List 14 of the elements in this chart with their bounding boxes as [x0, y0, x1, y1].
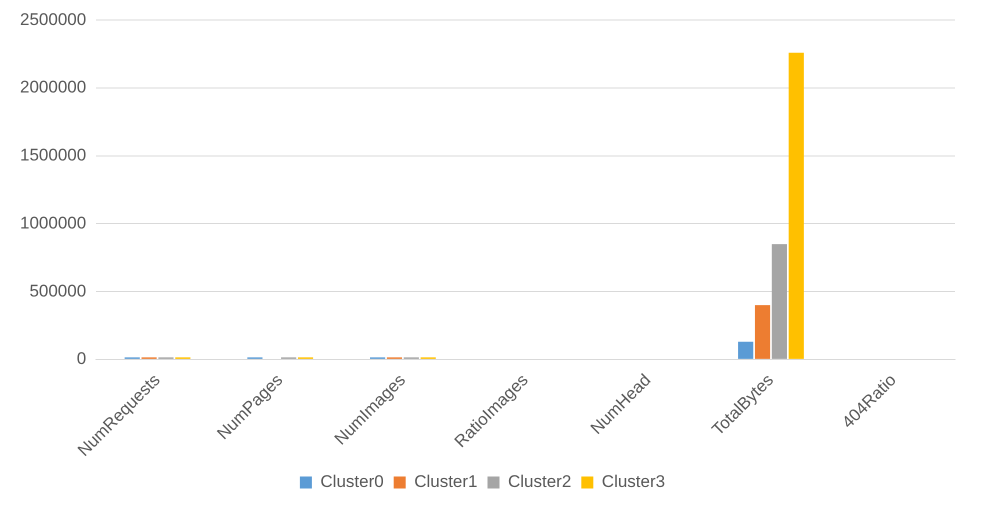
- legend-label: Cluster3: [602, 472, 666, 492]
- y-tick-label: 1500000: [20, 146, 86, 165]
- y-tick-label: 2500000: [20, 10, 86, 29]
- bar: [772, 244, 787, 359]
- bar: [788, 52, 804, 359]
- y-tick-label: 1000000: [20, 213, 86, 232]
- y-tick-label: 0: [76, 349, 86, 368]
- y-tick-label: 500000: [29, 281, 86, 300]
- bar: [738, 342, 754, 359]
- y-tick-label: 2000000: [20, 78, 86, 97]
- legend-label: Cluster1: [414, 472, 478, 492]
- legend-label: Cluster0: [320, 472, 384, 492]
- bar: [754, 305, 770, 359]
- legend-label: Cluster2: [508, 472, 572, 492]
